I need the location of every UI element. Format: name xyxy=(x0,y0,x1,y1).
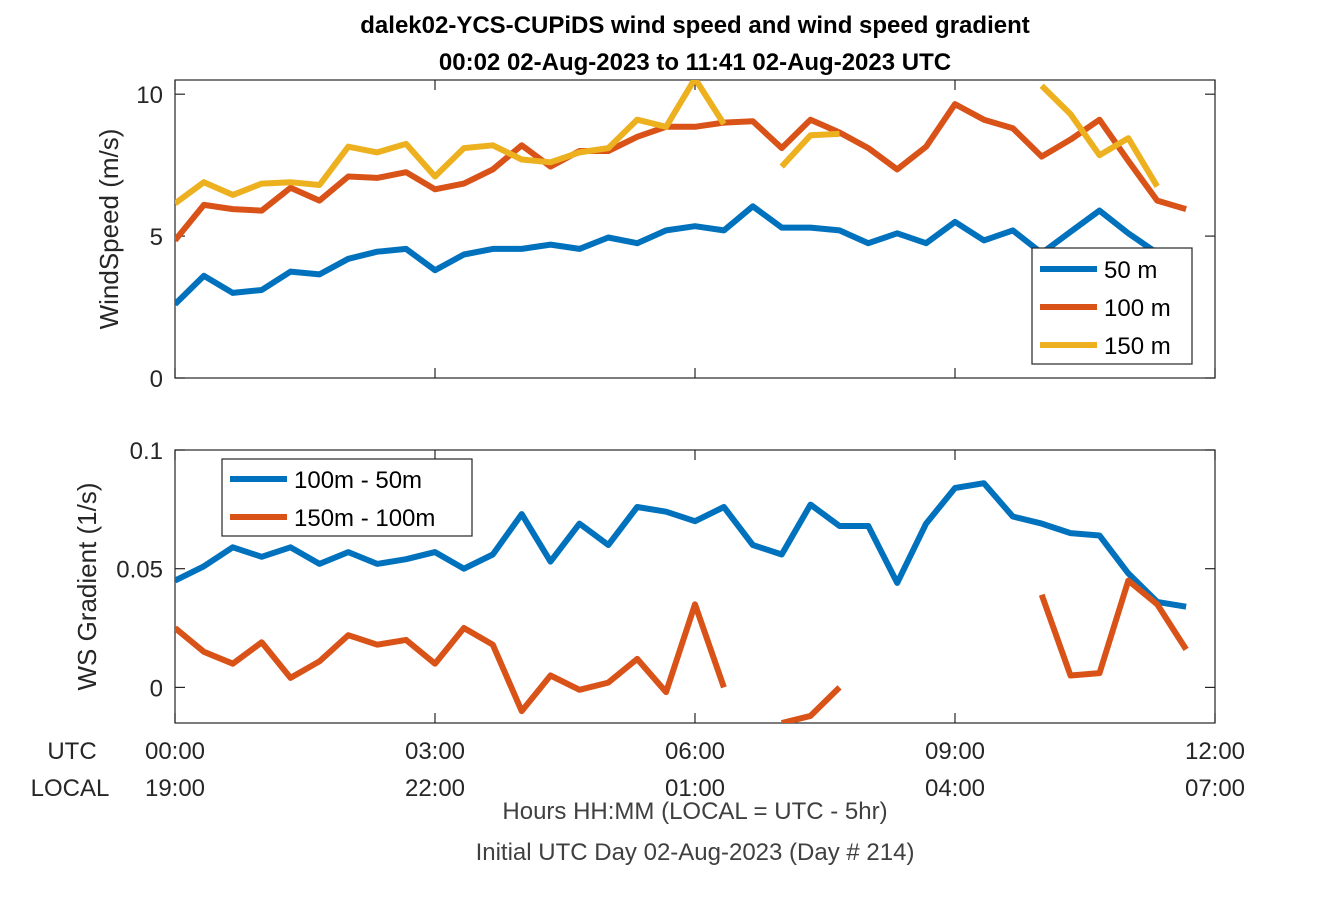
x-tick-label-local: 22:00 xyxy=(405,775,465,802)
x-axis-labels: 00:00 19:00 03:00 22:00 06:00 01:00 09:00 04:00… xyxy=(145,738,1245,802)
chart-title-line-1: dalek02-YCS-CUPiDS wind speed and wind s… xyxy=(360,12,1029,39)
series-line-50-m xyxy=(175,203,1159,307)
x-tick-label-utc: 09:00 xyxy=(925,738,985,765)
speed-legend: 50 m 100 m 150 m xyxy=(1031,247,1193,365)
x-tick-label-local: 19:00 xyxy=(145,775,205,802)
gradient-y-tick-label: 0 xyxy=(150,675,163,702)
x-axis-caption: Hours HH:MM (LOCAL = UTC - 5hr) xyxy=(502,798,887,825)
gradient-legend-label: 150m - 100m xyxy=(294,505,435,532)
series-line-150m-100m xyxy=(175,577,1189,723)
speed-y-tick-label: 0 xyxy=(150,366,163,393)
gradient-y-axis-label: WS Gradient (1/s) xyxy=(72,482,102,690)
x-tick-label-local: 07:00 xyxy=(1185,775,1245,802)
speed-y-tick-label: 10 xyxy=(136,82,163,109)
x-tick-label-utc: 06:00 xyxy=(665,738,725,765)
speed-legend-label: 150 m xyxy=(1104,333,1171,360)
speed-y-tick-label: 5 xyxy=(150,224,163,251)
series-line-100-m xyxy=(175,101,1187,243)
speed-legend-label: 50 m xyxy=(1104,257,1157,284)
speed-plot-area xyxy=(175,80,1187,307)
gradient-y-tick-label: 0.05 xyxy=(116,557,163,584)
chart-title-line-2: 00:02 02-Aug-2023 to 11:41 02-Aug-2023 U… xyxy=(439,49,951,76)
wind-speed-panel: 0 5 10 WindSpeed (m/s) 50 m 100 m 150 m xyxy=(94,79,1216,393)
x-tick-label-local: 01:00 xyxy=(665,775,725,802)
speed-legend-label: 100 m xyxy=(1104,295,1171,322)
x-tick-label-local: 04:00 xyxy=(925,775,985,802)
gradient-legend: 100m - 50m 150m - 100m xyxy=(221,458,473,537)
x-tick-label-utc: 12:00 xyxy=(1185,738,1245,765)
speed-y-axis-label: WindSpeed (m/s) xyxy=(94,129,124,330)
gradient-legend-box xyxy=(221,458,473,537)
gradient-legend-label: 100m - 50m xyxy=(294,467,422,494)
x-axis-caption-day: Initial UTC Day 02-Aug-2023 (Day # 214) xyxy=(476,839,915,866)
x-tick-label-utc: 00:00 xyxy=(145,738,205,765)
gradient-plot-area xyxy=(175,480,1189,723)
x-tick-label-utc: 03:00 xyxy=(405,738,465,765)
series-line-100m-50m xyxy=(175,480,1187,610)
gradient-y-tick-label: 0.1 xyxy=(130,438,163,465)
wind-speed-gradient-panel: 0 0.05 0.1 WS Gradient (1/s) 100m - 50m 150m … xyxy=(72,438,1216,724)
series-line-150-m xyxy=(175,80,1160,206)
local-row-label: LOCAL xyxy=(31,775,110,802)
utc-row-label: UTC xyxy=(47,738,96,765)
